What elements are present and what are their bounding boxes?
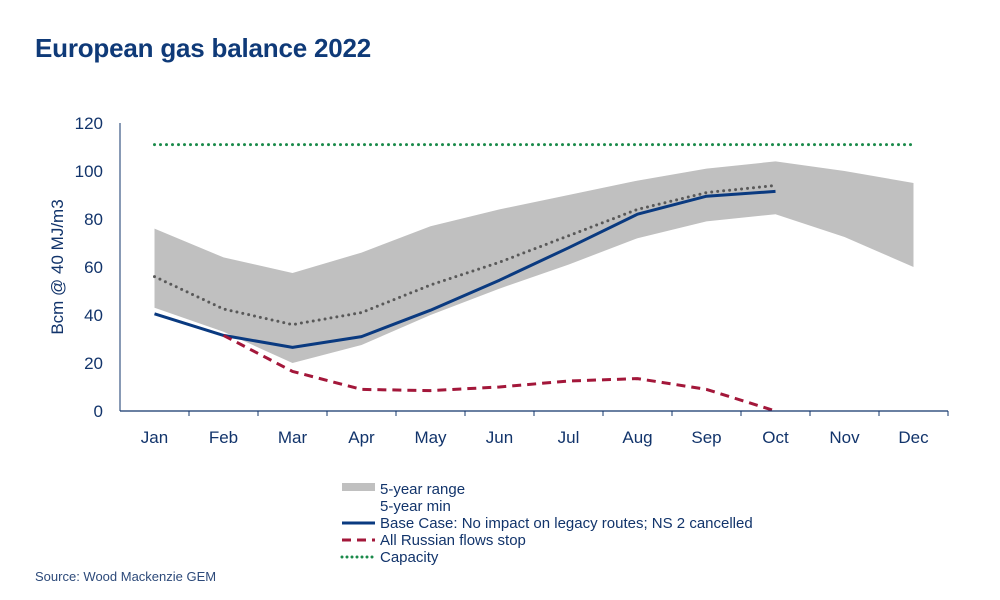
y-tick-label: 100 — [75, 162, 103, 181]
x-tick-label: Jul — [558, 428, 580, 447]
x-tick-label: Aug — [622, 428, 652, 447]
x-tick-label: Jan — [141, 428, 168, 447]
x-tick-label: Oct — [762, 428, 789, 447]
y-tick-label: 40 — [84, 306, 103, 325]
legend-label: All Russian flows stop — [380, 532, 526, 549]
y-tick-label: 60 — [84, 258, 103, 277]
x-tick-label: Mar — [278, 428, 308, 447]
y-tick-label: 80 — [84, 210, 103, 229]
x-tick-label: Feb — [209, 428, 238, 447]
x-tick-label: May — [414, 428, 447, 447]
y-tick-label: 20 — [84, 354, 103, 373]
series-line-2 — [222, 334, 776, 413]
source-note: Source: Wood Mackenzie GEM — [35, 569, 217, 584]
x-tick-label: Dec — [898, 428, 929, 447]
series-line-1 — [154, 189, 776, 349]
series-line-0 — [153, 183, 777, 327]
range-band — [154, 161, 914, 363]
chart-title: European gas balance 2022 — [35, 33, 372, 63]
legend-label: 5-year range — [380, 481, 465, 498]
legend-label: Capacity — [380, 549, 439, 566]
legend-label: 5-year min — [380, 498, 451, 515]
legend-swatch-range — [342, 483, 375, 491]
x-tick-label: Nov — [829, 428, 860, 447]
x-tick-label: Jun — [486, 428, 513, 447]
legend-label: Base Case: No impact on legacy routes; N… — [380, 515, 753, 532]
y-tick-label: 120 — [75, 114, 103, 133]
y-tick-label: 0 — [94, 402, 103, 421]
x-tick-label: Apr — [348, 428, 375, 447]
y-axis-label: Bcm @ 40 MJ/m3 — [48, 199, 67, 334]
x-tick-label: Sep — [691, 428, 721, 447]
